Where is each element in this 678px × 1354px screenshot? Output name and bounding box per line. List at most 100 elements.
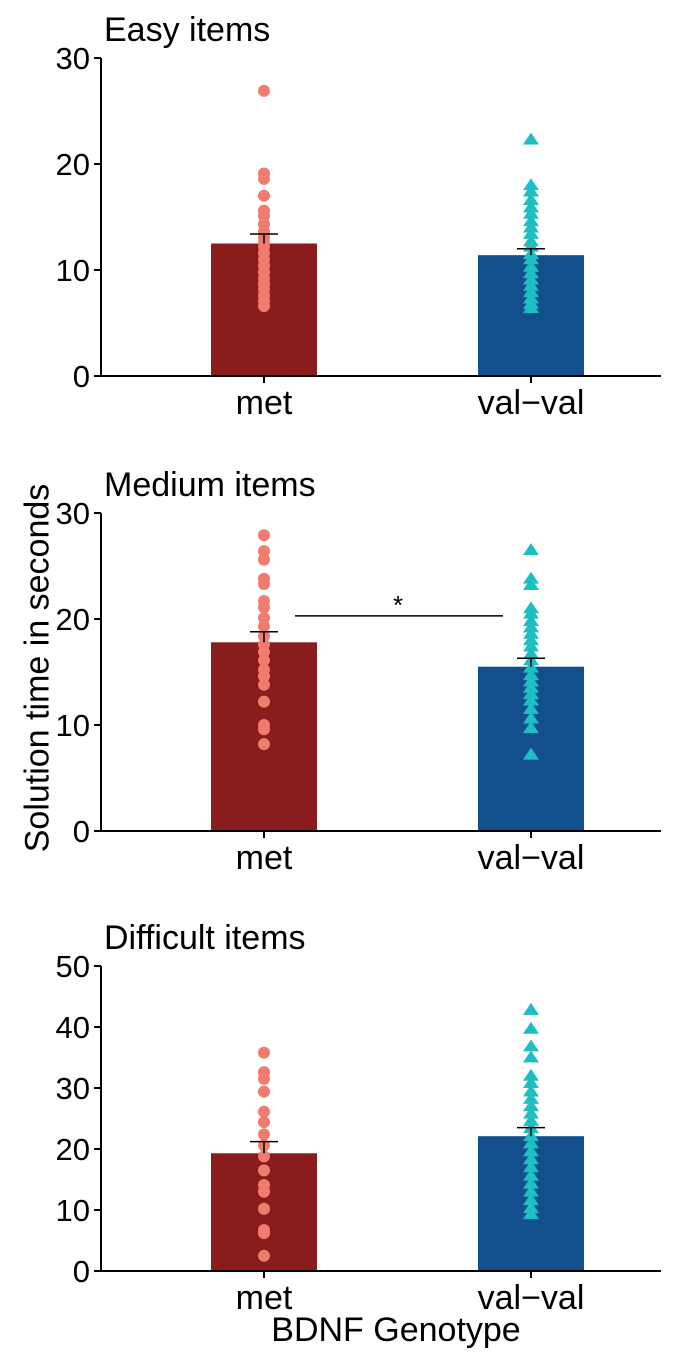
data-point-val-val xyxy=(523,620,539,633)
data-point-met xyxy=(258,1164,270,1177)
data-point-met xyxy=(258,601,270,614)
data-point-val-val xyxy=(523,578,539,590)
data-point-val-val xyxy=(523,1160,539,1173)
data-point-val-val xyxy=(523,1207,539,1220)
data-point-met xyxy=(258,189,270,202)
data-point-val-val xyxy=(523,680,539,693)
data-point-val-val xyxy=(523,184,539,197)
data-point-val-val xyxy=(523,1050,539,1063)
x-tick-label: val−val xyxy=(478,1279,585,1317)
data-point-val-val xyxy=(523,220,539,233)
x-tick-label: met xyxy=(236,384,293,422)
data-point-val-val xyxy=(523,693,539,706)
data-point-val-val xyxy=(523,200,539,213)
data-point-val-val xyxy=(523,1106,539,1119)
data-point-met xyxy=(258,678,270,691)
x-tick-label: val−val xyxy=(478,839,585,877)
data-point-met xyxy=(258,620,270,633)
data-point-met xyxy=(258,1202,270,1215)
x-tick-label: val−val xyxy=(478,384,585,422)
data-point-met xyxy=(258,695,270,708)
y-tick-label: 0 xyxy=(73,814,90,849)
data-point-val-val xyxy=(523,1099,539,1112)
data-point-val-val xyxy=(523,214,539,227)
data-point-val-val xyxy=(523,259,539,272)
data-point-val-val xyxy=(523,1002,539,1015)
data-point-val-val xyxy=(523,571,539,584)
data-point-val-val xyxy=(523,687,539,700)
significance-marker: * xyxy=(393,590,403,620)
data-point-val-val xyxy=(523,1136,539,1149)
data-point-met xyxy=(258,1116,270,1129)
data-point-val-val xyxy=(523,668,539,681)
data-point-val-val xyxy=(523,252,539,265)
data-point-val-val xyxy=(523,1152,539,1165)
y-tick-label: 10 xyxy=(56,708,90,743)
data-point-val-val xyxy=(523,674,539,687)
x-tick-label: met xyxy=(236,839,293,877)
y-tick-label: 40 xyxy=(56,1010,90,1045)
data-point-val-val xyxy=(523,1201,539,1214)
data-point-met xyxy=(258,545,270,558)
data-point-met xyxy=(258,84,270,97)
data-point-val-val xyxy=(523,1084,539,1097)
y-tick-label: 20 xyxy=(56,147,90,182)
data-point-met xyxy=(258,553,270,566)
y-tick-label: 30 xyxy=(56,496,90,531)
data-point-met xyxy=(258,300,270,313)
data-point-val-val xyxy=(523,646,539,659)
data-point-val-val xyxy=(523,1068,539,1081)
data-point-met xyxy=(258,654,270,667)
data-point-val-val xyxy=(523,1193,539,1206)
data-point-val-val xyxy=(523,301,539,314)
data-point-val-val xyxy=(523,747,539,760)
data-point-val-val xyxy=(523,614,539,627)
data-point-val-val xyxy=(523,1168,539,1181)
data-point-val-val xyxy=(523,1091,539,1104)
data-point-val-val xyxy=(523,226,539,239)
y-tick-label: 20 xyxy=(56,602,90,637)
x-tick-label: met xyxy=(236,1279,293,1317)
data-point-val-val xyxy=(523,702,539,714)
data-point-met xyxy=(258,1046,270,1059)
data-point-val-val xyxy=(523,660,539,673)
data-point-val-val xyxy=(523,206,539,219)
data-point-val-val xyxy=(523,1021,539,1034)
data-point-val-val xyxy=(523,1144,539,1157)
data-point-val-val xyxy=(523,1176,539,1189)
data-point-met xyxy=(258,578,270,591)
data-point-val-val xyxy=(523,626,539,639)
data-point-val-val xyxy=(523,1113,539,1126)
data-point-met xyxy=(258,645,270,658)
y-tick-label: 0 xyxy=(73,359,90,394)
y-tick-label: 10 xyxy=(56,1193,90,1228)
data-point-met xyxy=(258,209,270,222)
data-point-val-val xyxy=(523,543,539,555)
x-axis-label: BDNF Genotype xyxy=(271,1311,521,1349)
data-point-met xyxy=(258,1072,270,1085)
data-point-val-val xyxy=(523,178,539,191)
data-point-val-val xyxy=(523,193,539,205)
data-point-val-val xyxy=(523,272,539,285)
data-point-val-val xyxy=(523,132,539,145)
data-point-met xyxy=(258,1150,270,1163)
data-point-met xyxy=(258,611,270,624)
data-point-val-val xyxy=(523,639,539,652)
y-tick-label: 0 xyxy=(73,1254,90,1289)
y-tick-label: 30 xyxy=(56,41,90,76)
data-point-val-val xyxy=(523,1184,539,1197)
data-point-val-val xyxy=(523,633,539,646)
data-point-met xyxy=(258,1105,270,1118)
data-point-met xyxy=(258,172,270,185)
y-axis-label: Solution time in seconds xyxy=(18,483,57,853)
data-point-met xyxy=(258,1128,270,1141)
data-point-val-val xyxy=(523,1076,539,1089)
panel-title: Easy items xyxy=(104,11,270,49)
data-point-met xyxy=(258,1249,270,1262)
data-point-val-val xyxy=(523,721,539,734)
data-point-met xyxy=(258,670,270,683)
y-tick-label: 30 xyxy=(56,1071,90,1106)
data-point-met xyxy=(258,1085,270,1098)
data-point-val-val xyxy=(523,266,539,279)
